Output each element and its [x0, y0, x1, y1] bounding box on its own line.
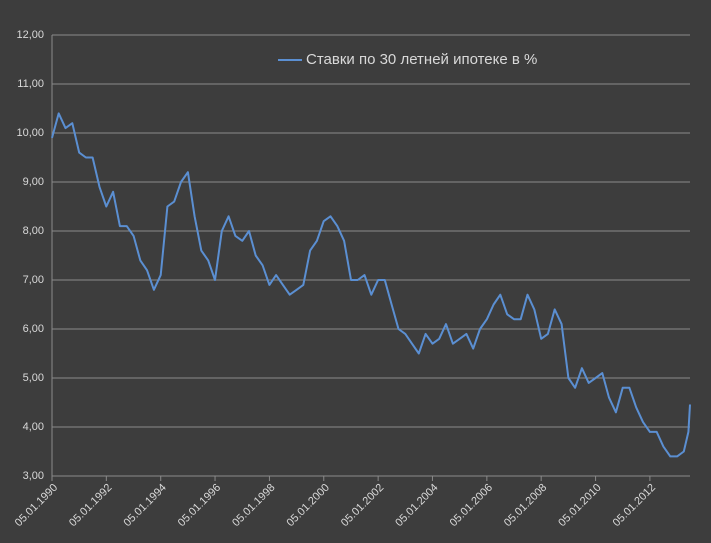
x-tick-label: 05.01.2012 [611, 482, 658, 529]
legend-label: Ставки по 30 летней ипотеке в % [306, 51, 537, 68]
series-line [51, 112, 691, 458]
y-tick-label: 8,00 [23, 225, 44, 237]
x-tick-label: 05.01.1992 [67, 482, 114, 529]
x-tick-label: 05.01.2000 [285, 482, 332, 529]
y-tick-label: 11,00 [17, 78, 44, 90]
x-tick-label: 05.01.2002 [339, 482, 386, 529]
x-tick-label: 05.01.1990 [13, 482, 60, 529]
y-tick-label: 5,00 [23, 372, 44, 384]
y-tick-label: 9,00 [23, 176, 44, 188]
x-tick-label: 05.01.2006 [448, 482, 495, 529]
x-tick-label: 05.01.1998 [230, 482, 277, 529]
y-tick-label: 7,00 [23, 274, 44, 286]
x-tick-label: 05.01.1996 [176, 482, 223, 529]
y-tick-label: 3,00 [23, 470, 44, 482]
y-tick-label: 4,00 [23, 421, 44, 433]
y-tick-label: 6,00 [23, 323, 44, 335]
x-tick-label: 05.01.1994 [121, 482, 168, 529]
x-tick-label: 05.01.2008 [502, 482, 549, 529]
x-tick-label: 05.01.2004 [393, 482, 440, 529]
x-tick-label: 05.01.2010 [556, 482, 603, 529]
y-tick-label: 10,00 [16, 127, 44, 139]
y-tick-label: 12,00 [16, 29, 44, 41]
